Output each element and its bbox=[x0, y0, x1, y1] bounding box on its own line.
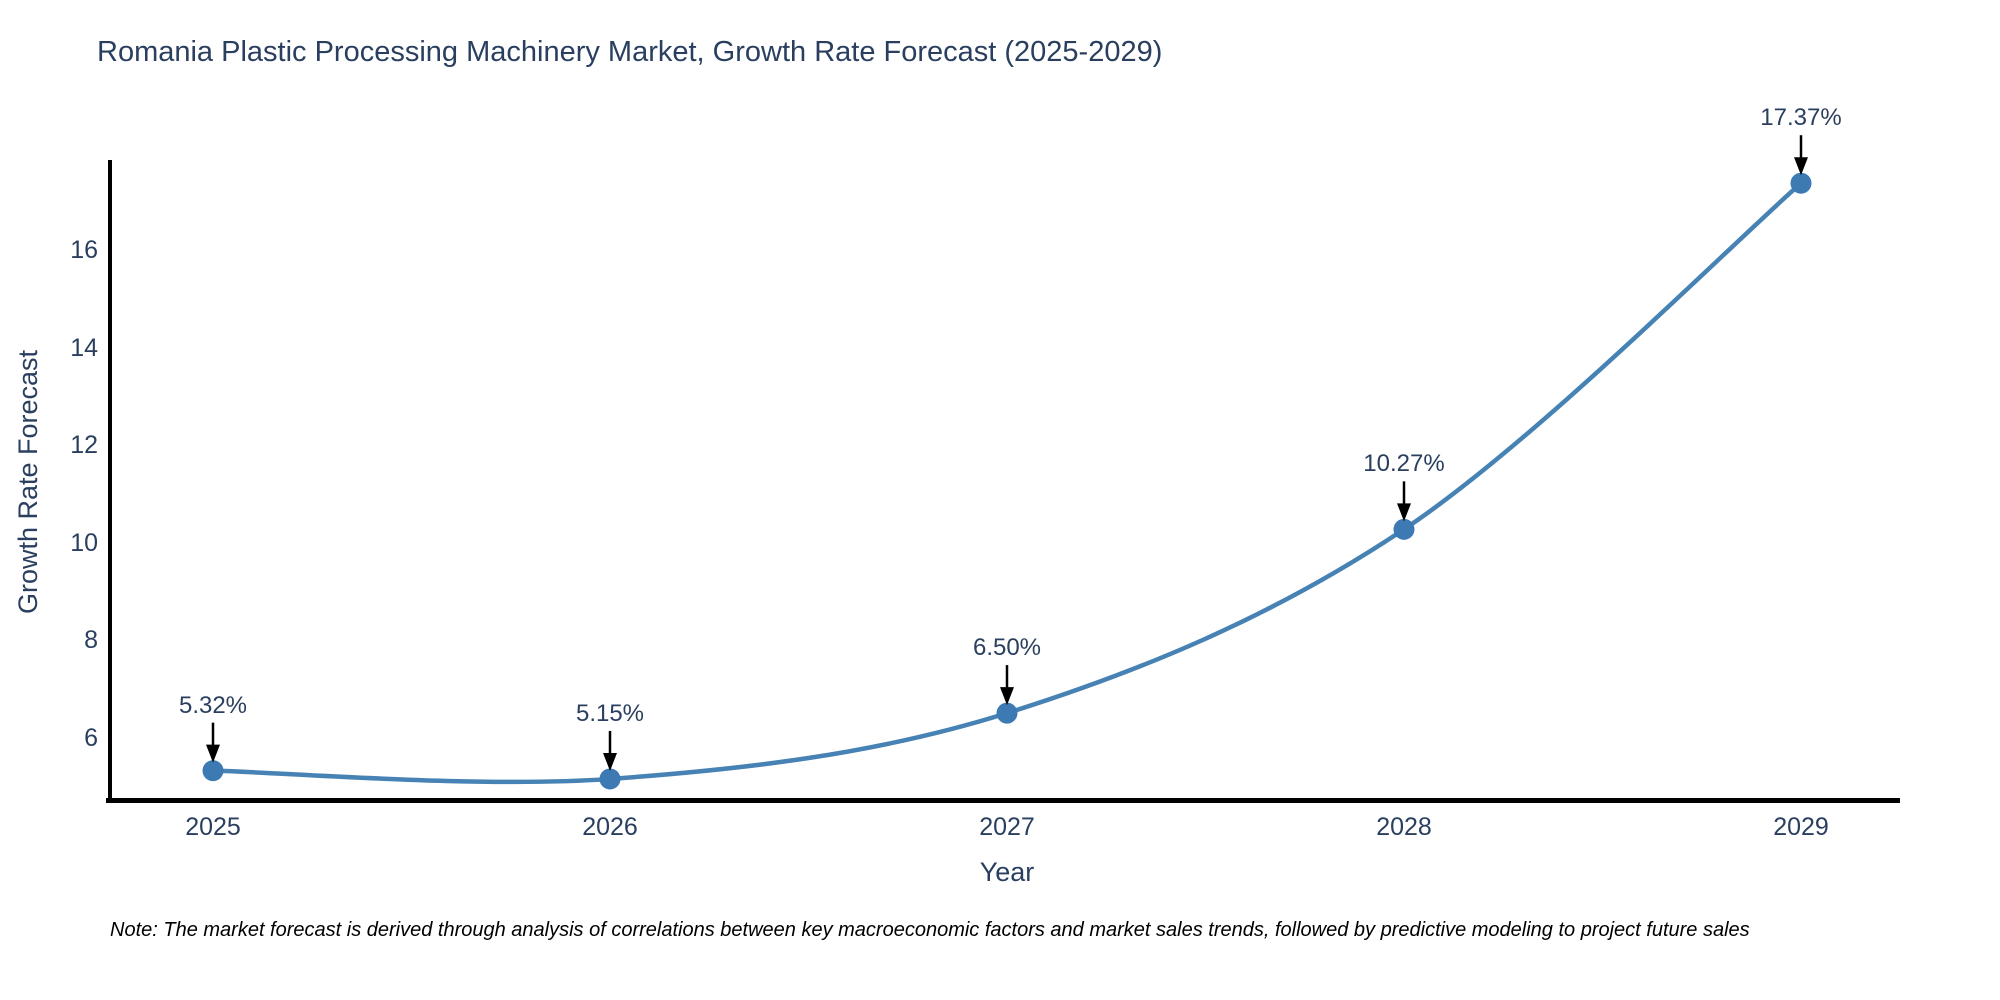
x-tick-label: 2027 bbox=[979, 813, 1035, 841]
axis-spines bbox=[106, 160, 1900, 803]
x-tick-label: 2028 bbox=[1376, 813, 1432, 841]
data-point-markers bbox=[202, 172, 1812, 790]
chart-title: Romania Plastic Processing Machinery Mar… bbox=[97, 36, 1163, 68]
chart-footnote: Note: The market forecast is derived thr… bbox=[110, 919, 1750, 941]
y-tick-label: 6 bbox=[84, 723, 98, 752]
x-tick-label: 2025 bbox=[185, 813, 241, 841]
y-tick-label: 14 bbox=[70, 333, 98, 362]
annotation-arrows bbox=[206, 135, 1808, 771]
point-value-annotation: 5.15% bbox=[575, 699, 645, 727]
y-tick-label: 8 bbox=[84, 626, 98, 654]
point-value-annotation: 17.37% bbox=[1760, 104, 1842, 132]
x-tick-label: 2029 bbox=[1773, 813, 1829, 841]
point-value-annotation: 6.50% bbox=[972, 634, 1042, 662]
point-value-annotation: 5.32% bbox=[178, 691, 248, 719]
y-tick-label: 10 bbox=[70, 528, 98, 557]
x-axis-title: Year bbox=[979, 857, 1035, 887]
y-tick-label: 16 bbox=[70, 236, 98, 264]
x-tick-label: 2026 bbox=[582, 813, 638, 841]
point-value-annotation: 10.27% bbox=[1363, 450, 1445, 478]
y-tick-label: 12 bbox=[70, 431, 98, 459]
